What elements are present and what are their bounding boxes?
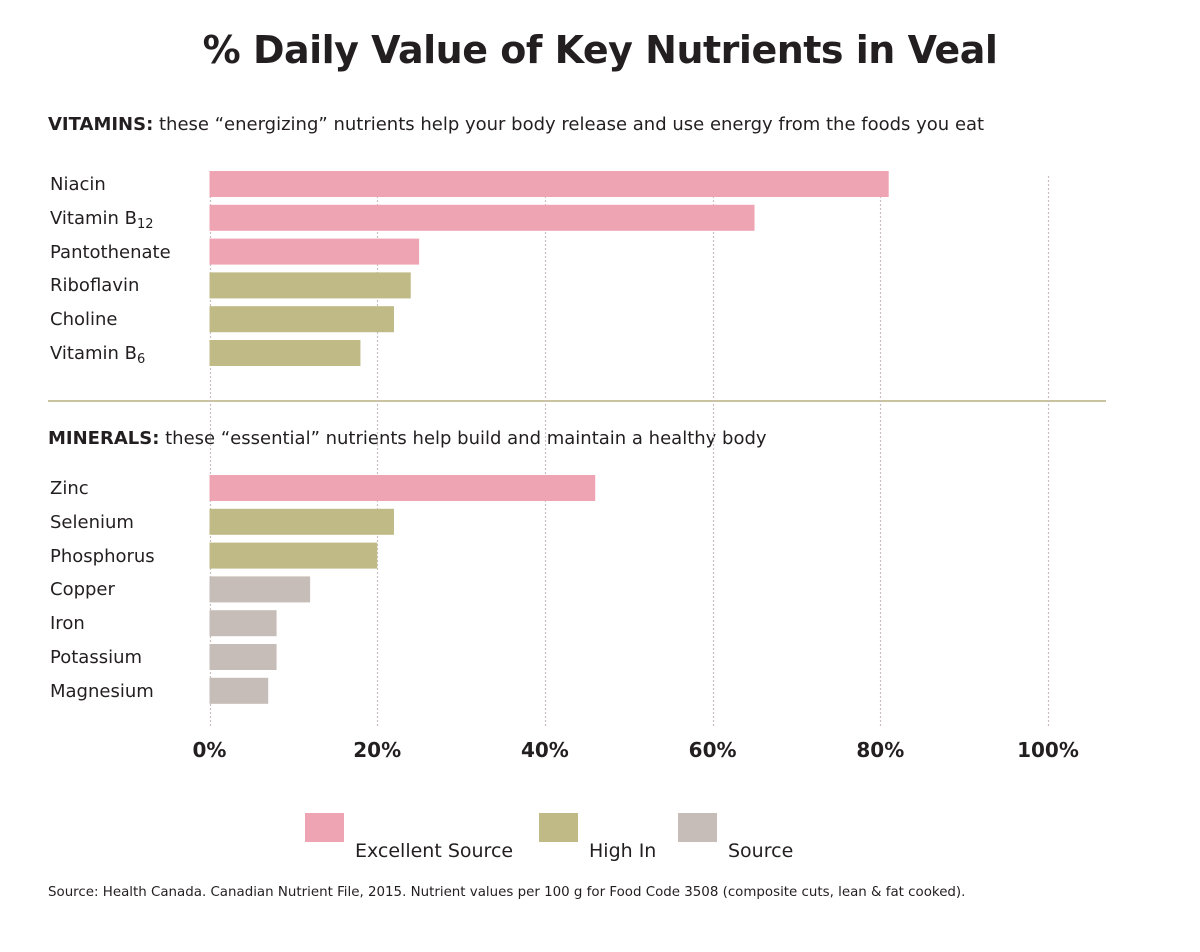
category-label-text: Copper — [50, 579, 115, 601]
x-tick-label: 0% — [192, 738, 227, 762]
category-label: Niacin — [50, 172, 106, 198]
bar-riboflavin — [209, 272, 411, 299]
category-label: Vitamin B6 — [50, 341, 145, 373]
legend-swatch-high-in — [539, 813, 578, 842]
category-label: Potassium — [50, 645, 142, 671]
category-label-text: Vitamin B — [50, 207, 138, 229]
category-label-subscript: 6 — [137, 352, 146, 367]
category-label: Magnesium — [50, 679, 154, 705]
minerals-heading-text: these “essential” nutrients help build a… — [159, 428, 767, 449]
x-tick-label: 20% — [353, 738, 402, 762]
legend-source: Source — [678, 813, 793, 861]
legend-label: Excellent Source — [355, 840, 514, 862]
legend-excellent-source: Excellent Source — [305, 813, 513, 861]
bar-vitamin-b-12 — [209, 204, 755, 231]
legend-high-in: High In — [539, 813, 656, 861]
category-label: Zinc — [50, 476, 89, 502]
bar-choline — [209, 306, 394, 333]
bar-zinc — [209, 475, 596, 501]
category-label-text: Selenium — [50, 511, 134, 533]
vitamins-heading: VITAMINS: these “energizing” nutrients h… — [48, 114, 984, 135]
category-label-subscript: 12 — [137, 216, 154, 232]
category-label: Vitamin B12 — [50, 206, 154, 238]
category-label-text: Niacin — [50, 174, 106, 195]
category-label: Copper — [50, 577, 115, 603]
category-label-text: Vitamin B — [50, 343, 138, 364]
bar-vitamin-b-6 — [209, 340, 361, 366]
section-divider — [48, 400, 1106, 402]
bar-copper — [209, 576, 311, 603]
minerals-heading: MINERALS: these “essential” nutrients he… — [48, 428, 767, 449]
category-label: Riboflavin — [50, 273, 139, 299]
category-label-text: Potassium — [50, 647, 143, 668]
category-label-text: Pantothenate — [50, 241, 171, 263]
bar-phosphorus — [209, 542, 378, 569]
legend-label: Source — [728, 840, 794, 862]
vitamins-heading-text: these “energizing” nutrients help your b… — [153, 114, 985, 135]
bar-magnesium — [209, 677, 269, 704]
legend-label: High In — [589, 840, 657, 862]
x-tick-label: 60% — [688, 738, 737, 762]
bar-potassium — [209, 644, 277, 670]
minerals-heading-bold: MINERALS: — [48, 428, 160, 449]
legend-swatch-excellent — [305, 813, 344, 842]
category-label: Choline — [50, 307, 117, 333]
x-tick-label: 100% — [1017, 738, 1079, 762]
source-note: Source: Health Canada. Canadian Nutrient… — [48, 885, 966, 900]
category-label-text: Choline — [50, 309, 118, 331]
category-label-text: Zinc — [50, 478, 89, 499]
bar-iron — [209, 610, 277, 637]
category-label: Pantothenate — [50, 240, 171, 266]
bar-pantothenate — [209, 238, 420, 265]
legend-swatch-source — [678, 813, 717, 842]
x-tick-label: 40% — [520, 738, 569, 762]
category-label: Selenium — [50, 510, 134, 536]
category-label-text: Magnesium — [50, 680, 154, 702]
category-label-text: Phosphorus — [50, 545, 155, 567]
bar-selenium — [209, 508, 394, 535]
chart-title: % Daily Value of Key Nutrients in Veal — [202, 28, 998, 72]
category-label: Phosphorus — [50, 544, 155, 570]
bar-niacin — [209, 171, 889, 197]
x-tick-label: 80% — [856, 738, 905, 762]
category-label-text: Iron — [50, 613, 85, 635]
category-label: Iron — [50, 611, 85, 637]
vitamins-heading-bold: VITAMINS: — [48, 114, 154, 135]
category-label-text: Riboflavin — [50, 275, 140, 297]
